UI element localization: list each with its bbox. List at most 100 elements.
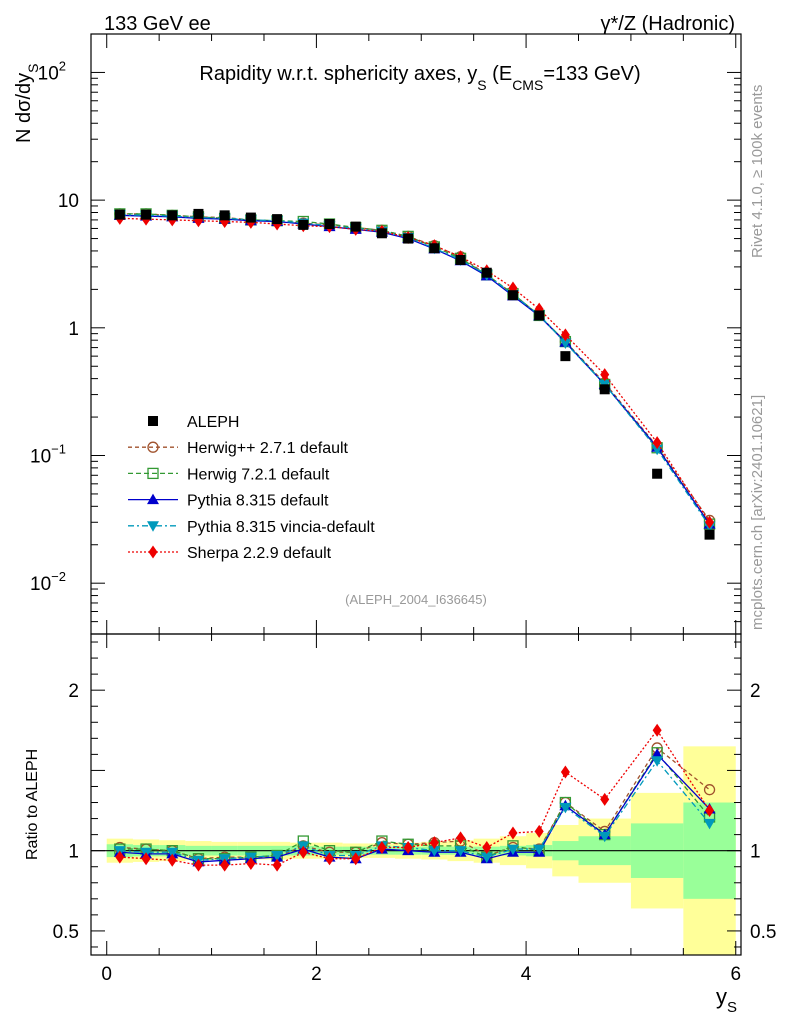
y-tick-label-base: 10 — [30, 574, 51, 595]
data-point — [298, 219, 309, 230]
legend-entry-label: Pythia 8.315 vincia-default — [187, 519, 375, 536]
data-point — [534, 310, 545, 321]
data-point — [245, 212, 256, 223]
x-tick-label: 2 — [311, 964, 322, 985]
data-point — [560, 351, 571, 362]
ratio-y-tick-label-right: 0.5 — [750, 922, 776, 943]
x-tick-label: 0 — [101, 964, 112, 985]
legend-marker — [148, 545, 158, 559]
legend-entry-label: Sherpa 2.2.9 default — [187, 545, 332, 562]
main-title: Rapidity w.r.t. sphericity axes, yS (ECM… — [199, 63, 640, 93]
data-point — [559, 338, 572, 350]
title-sub-s: S — [477, 77, 486, 93]
data-point — [141, 209, 152, 220]
data-point — [652, 436, 662, 450]
ratio-series-line — [119, 751, 711, 860]
legend-marker — [147, 493, 159, 505]
ratio-point — [246, 857, 256, 871]
y-tick-label-exp: −1 — [51, 442, 66, 457]
main-panel: Rapidity w.r.t. sphericity axes, yS (ECM… — [13, 33, 742, 635]
ratio-panel: 0.5 0.5 1 1 2 2 0 2 4 6 Ratio to ALEPH yS — [24, 633, 776, 1016]
data-point — [114, 209, 125, 220]
ratio-y-tick-label-left: 1 — [68, 842, 79, 863]
ratio-point — [141, 852, 151, 866]
legend-entry-label: Herwig 7.2.1 default — [187, 466, 330, 483]
ratio-point — [598, 831, 611, 843]
ratio-y-axis-label: Ratio to ALEPH — [24, 749, 41, 860]
ratio-point — [454, 846, 467, 857]
ratio-point — [703, 818, 716, 830]
data-point — [272, 214, 283, 225]
y-tick-label: 10−2 — [30, 569, 66, 595]
ylabel-main: N dσ/dy — [13, 73, 35, 143]
y-tick-label-base: 10 — [38, 63, 59, 84]
ratio-point — [652, 723, 662, 737]
ratio-y-tick-label-left: 2 — [68, 681, 79, 702]
header-right: γ*/Z (Hadronic) — [601, 13, 735, 35]
title-mid: (E — [487, 63, 513, 85]
data-point — [350, 221, 361, 232]
data-point — [599, 384, 610, 395]
y-tick-label: 10−1 — [30, 442, 66, 468]
ratio-point — [482, 840, 492, 854]
data-point — [600, 368, 610, 382]
ratio-point — [403, 840, 413, 854]
ratio-point — [534, 824, 544, 838]
ratio-point — [508, 826, 518, 840]
ratio-point — [559, 802, 572, 814]
x-tick-label: 4 — [521, 964, 532, 985]
legend-marker-aleph — [148, 416, 158, 426]
main-y-axis-label: N dσ/dyS — [13, 64, 41, 144]
data-point — [219, 210, 230, 221]
data-point — [705, 515, 715, 529]
ratio-point — [428, 846, 441, 857]
data-point — [376, 228, 387, 239]
title-main: Rapidity w.r.t. sphericity axes, y — [199, 63, 477, 85]
ratio-point — [651, 756, 664, 767]
ratio-point — [429, 836, 439, 850]
title-end: =133 GeV) — [543, 63, 640, 85]
xlabel-main: y — [716, 984, 727, 1009]
y-tick-label-exp: −2 — [51, 569, 66, 584]
title-sub-cms: CMS — [512, 77, 543, 93]
legend-marker — [147, 441, 159, 453]
y-tick-label: 1 — [68, 319, 79, 340]
ratio-frame — [90, 633, 742, 956]
data-point — [455, 254, 466, 265]
ylabel-sub: S — [25, 64, 41, 73]
ratio-point — [351, 852, 361, 866]
analysis-id-label: (ALEPH_2004_I636645) — [345, 592, 487, 607]
ratio-y-tick-label-left: 0.5 — [53, 922, 79, 943]
ratio-point — [600, 792, 610, 806]
data-point — [481, 267, 492, 278]
legend-entry-label: Pythia 8.315 default — [187, 493, 329, 510]
ratio-y-tick-label-right: 1 — [750, 842, 761, 863]
data-point — [403, 233, 414, 244]
legend-entry-label: ALEPH — [187, 414, 239, 431]
data-point — [507, 290, 518, 301]
ratio-point — [115, 850, 125, 864]
x-tick-label: 6 — [730, 964, 741, 985]
rivet-version-label: Rivet 4.1.0, ≥ 100k events — [749, 85, 766, 258]
ratio-point — [220, 858, 230, 872]
ratio-point — [560, 765, 570, 779]
y-tick-label: 10 — [58, 191, 79, 212]
x-axis-label: yS — [716, 984, 737, 1016]
ratio-point — [166, 847, 179, 859]
ratio-y-tick-label-right: 2 — [750, 681, 761, 702]
legend: ALEPH Herwig++ 2.7.1 default Herwig 7.2.1 … — [128, 414, 375, 562]
ratio-point — [325, 852, 335, 866]
header-left: 133 GeV ee — [104, 13, 211, 35]
data-point — [193, 208, 204, 219]
legend-entry-label: Herwig++ 2.7.1 default — [187, 440, 349, 457]
y-tick-label-base: 10 — [30, 447, 51, 468]
data-point — [167, 210, 178, 221]
ratio-point — [271, 850, 284, 862]
ratio-point — [705, 804, 715, 818]
series-line — [119, 217, 711, 523]
data-point — [324, 219, 335, 230]
ratio-point — [506, 844, 519, 856]
y-tick-label-base: 10 — [58, 191, 79, 212]
data-point — [652, 468, 663, 479]
ratio-point — [193, 858, 203, 872]
